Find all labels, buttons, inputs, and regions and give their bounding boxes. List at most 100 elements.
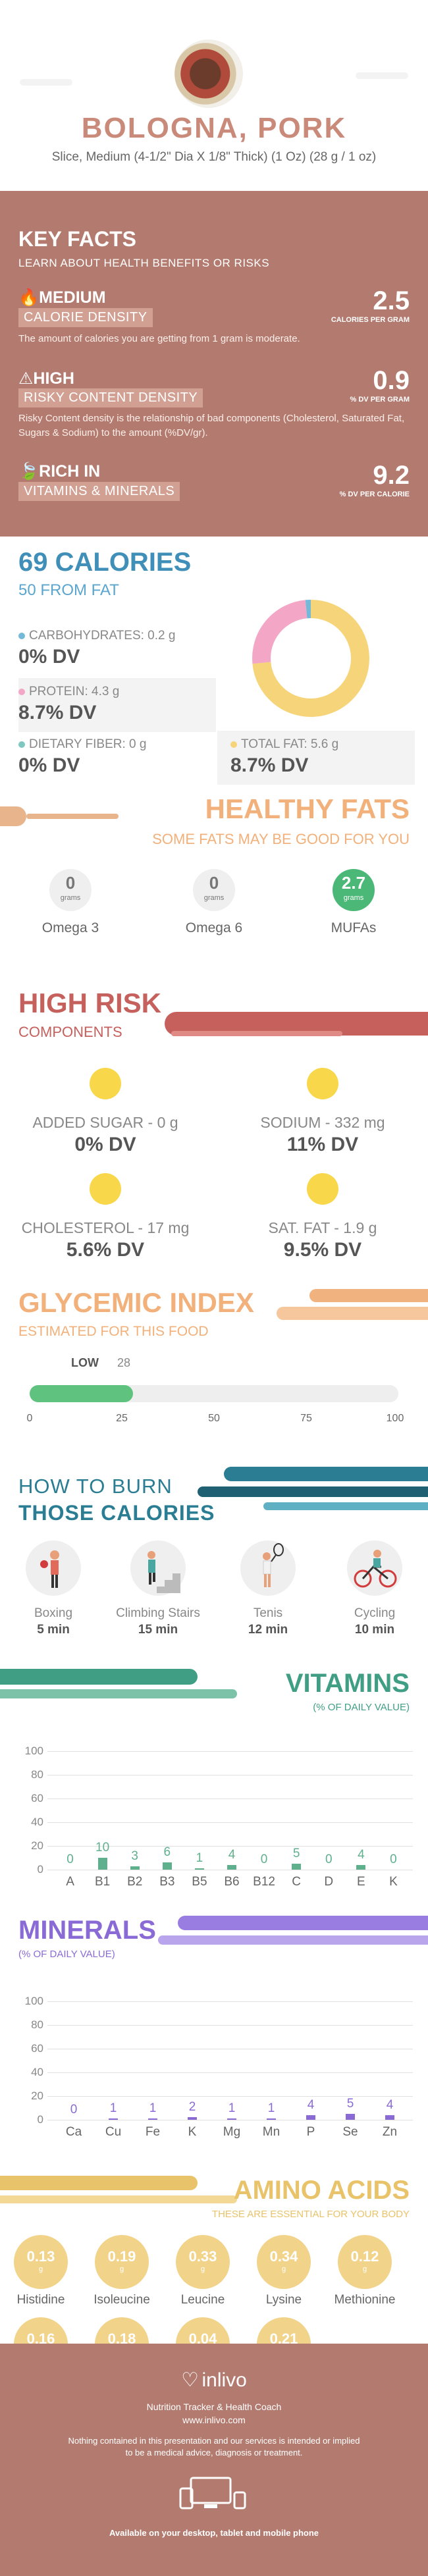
x-tick: Zn: [382, 2125, 398, 2139]
x-tick: E: [357, 1875, 365, 1889]
calories-subtitle: 50 FROM FAT: [18, 581, 119, 599]
risky-content-label: RISKY CONTENT DENSITY: [18, 388, 203, 407]
amino-circle: 0.34 g: [257, 2235, 311, 2289]
x-tick: A: [66, 1875, 74, 1889]
stairs-icon: [130, 1540, 186, 1596]
risky-content-level: ⚠HIGH: [18, 369, 74, 388]
risk-dv-cholesterol: 5.6% DV: [66, 1239, 145, 1261]
activity-time: 10 min: [354, 1623, 395, 1637]
mufa-circle: 2.7 grams: [333, 869, 375, 911]
decor-stripe: [263, 1502, 428, 1510]
bar-value: 4: [228, 1847, 236, 1862]
risk-dv-sodium: 11% DV: [286, 1134, 359, 1155]
devices-icon: [178, 2475, 250, 2515]
bar: [292, 1864, 302, 1870]
footer-url[interactable]: www.inlivo.com: [182, 2415, 246, 2425]
x-tick: B12: [253, 1875, 275, 1889]
high-risk-subtitle: COMPONENTS: [18, 1024, 122, 1040]
bar-value: 6: [163, 1845, 171, 1860]
decor-stripe: [158, 1935, 428, 1945]
vitamins-level: 🍃RICH IN: [18, 462, 101, 481]
risky-content-value: 0.9: [373, 366, 410, 395]
bar-value: 5: [346, 2097, 354, 2111]
nutrient-fat: TOTAL FAT: 5.6 g 8.7% DV: [217, 731, 415, 785]
calorie-density-label: CALORIE DENSITY: [18, 308, 153, 327]
healthy-fats-subtitle: SOME FATS MAY BE GOOD FOR YOU: [152, 831, 410, 847]
bar-value: 1: [109, 2101, 117, 2116]
activity-time: 15 min: [138, 1623, 178, 1637]
amino-subtitle: THESE ARE ESSENTIAL FOR YOUR BODY: [211, 2209, 410, 2220]
glycemic-tick: 25: [116, 1413, 128, 1424]
amino-label: Leucine: [180, 2293, 225, 2307]
bar-value: 0: [70, 2103, 78, 2116]
amino-label: Lysine: [265, 2293, 302, 2307]
grid-line: [47, 2072, 413, 2073]
dot-icon: [230, 741, 237, 748]
bar-value: 1: [267, 2101, 275, 2116]
leaf-icon: 🍃: [18, 462, 40, 481]
footer-available: Available on your desktop, tablet and mo…: [109, 2528, 319, 2538]
burn-title-2: THOSE CALORIES: [18, 1501, 215, 1525]
calorie-density-desc: The amount of calories you are getting f…: [18, 333, 300, 344]
x-tick: B5: [192, 1875, 207, 1889]
healthy-fats-title: HEALTHY FATS: [205, 793, 410, 824]
decor-stripe: [0, 1669, 198, 1685]
y-tick: 20: [31, 1839, 43, 1852]
calories-title: 69 CALORIES: [18, 548, 192, 577]
calorie-density-value: 2.5: [373, 286, 410, 315]
decor-cloud: [20, 79, 72, 86]
smiley-icon: [307, 1068, 338, 1099]
warning-icon: ⚠: [18, 369, 34, 388]
bar-value: 1: [196, 1851, 203, 1866]
food-photo: [174, 39, 243, 108]
decor-stripe: [224, 1467, 428, 1481]
dot-icon: [18, 741, 25, 748]
smiley-icon: [90, 1068, 121, 1099]
x-tick: Ca: [65, 2125, 82, 2139]
grid-line: [47, 1822, 413, 1823]
heart-icon: ♡: [181, 2369, 200, 2391]
risk-label-cholesterol: CHOLESTEROL - 17 mg: [21, 1219, 190, 1236]
bar-value: 4: [307, 2097, 315, 2112]
footer-disclaimer-2: to be a medical advice, diagnosis or tre…: [125, 2448, 303, 2458]
boxing-icon: [26, 1540, 81, 1596]
y-tick: 60: [31, 1792, 43, 1804]
risk-label-sodium: SODIUM - 332 mg: [260, 1114, 385, 1131]
x-tick: Fe: [145, 2125, 161, 2139]
vitamins-label: VITAMINS & MINERALS: [18, 482, 180, 501]
x-tick: B1: [95, 1875, 111, 1889]
x-tick: C: [292, 1875, 302, 1889]
bar: [227, 1864, 236, 1870]
bar-value: 10: [95, 1841, 110, 1854]
amino-label: Isoleucine: [94, 2293, 150, 2307]
glycemic-value: 28: [117, 1356, 131, 1369]
activity-name: Climbing Stairs: [116, 1606, 200, 1620]
y-tick: 20: [31, 2090, 43, 2102]
cycling-icon: [347, 1540, 402, 1596]
risk-dv-sugar: 0% DV: [74, 1134, 136, 1155]
bar: [97, 1858, 107, 1870]
decor-stripe: [0, 2195, 237, 2203]
bar-value: 0: [260, 1853, 268, 1866]
bar-value: 4: [386, 2097, 394, 2112]
minerals-subtitle: (% OF DAILY VALUE): [18, 1949, 115, 1960]
glycemic-track: [30, 1385, 398, 1402]
bar-value: 1: [228, 2101, 236, 2116]
decor-stripe: [198, 1486, 428, 1497]
amino-circle: 0.13 g: [14, 2235, 68, 2289]
footer: [0, 2344, 428, 2576]
nutrient-fiber: DIETARY FIBER: 0 g 0% DV: [18, 737, 147, 776]
x-tick: B2: [127, 1875, 143, 1889]
activity-name: Tenis: [253, 1606, 283, 1620]
nutrient-carbs: CARBOHYDRATES: 0.2 g 0% DV: [18, 629, 176, 668]
bar: [306, 2115, 315, 2120]
y-tick: 40: [31, 2066, 43, 2078]
vitamins-title: VITAMINS: [285, 1669, 410, 1698]
glycemic-tick: 50: [208, 1413, 220, 1424]
amino-circle: 0.19 g: [95, 2235, 149, 2289]
key-facts-subtitle: LEARN ABOUT HEALTH BENEFITS OR RISKS: [18, 257, 270, 269]
grid-line: [47, 2096, 413, 2097]
amino-circle: 0.33 g: [176, 2235, 230, 2289]
amino-label: Histidine: [16, 2293, 65, 2307]
grid-line: [47, 1751, 413, 1752]
